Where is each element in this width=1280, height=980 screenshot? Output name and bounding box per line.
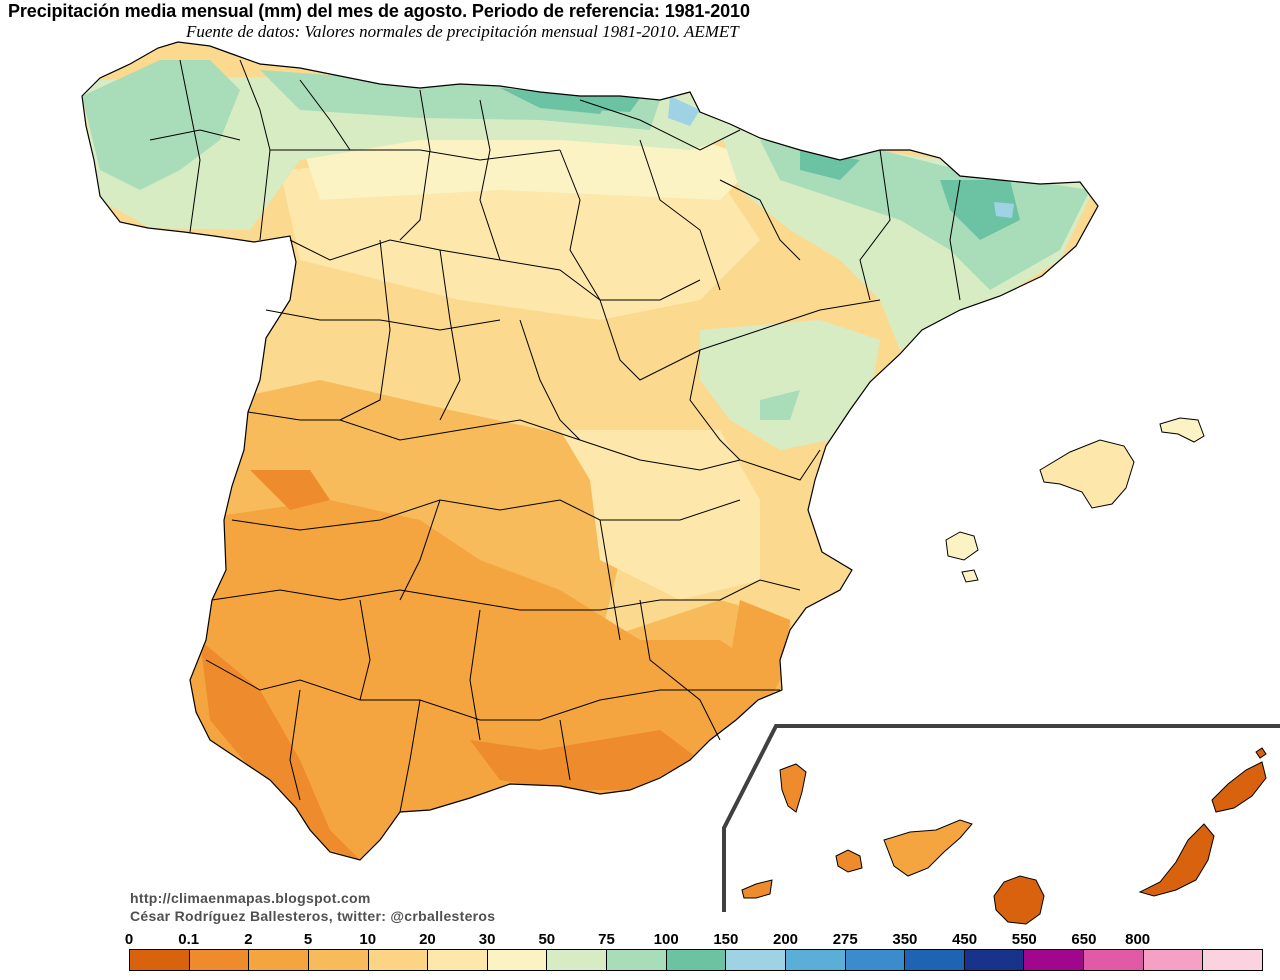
legend-color-bar (129, 949, 1263, 971)
canary-inset-frame (722, 724, 1280, 912)
legend-swatch (249, 950, 309, 970)
legend-swatch (666, 950, 727, 970)
map-title: Precipitación media mensual (mm) del mes… (8, 1, 750, 21)
legend-swatch (964, 950, 1025, 970)
map-subtitle: Fuente de datos: Valores normales de pre… (186, 22, 739, 41)
legend-swatch (607, 950, 667, 970)
legend-swatch (785, 950, 846, 970)
legend-label: 200 (773, 931, 799, 948)
legend-label: 5 (303, 931, 313, 948)
blog-url-credit: http://climaenmapas.blogspot.com (130, 890, 371, 906)
balearic-islands (945, 417, 1205, 583)
legend-swatch (368, 950, 429, 970)
legend-swatch (189, 950, 250, 970)
legend-label: 75 (598, 931, 615, 948)
canary-islands (741, 747, 1267, 925)
legend-swatch (130, 950, 190, 970)
legend-label: 350 (892, 931, 918, 948)
legend-label: 450 (952, 931, 978, 948)
legend-swatch (1203, 950, 1262, 970)
author-credit: César Rodríguez Ballesteros, twitter: @c… (130, 908, 496, 924)
legend-label: 10 (359, 931, 377, 948)
legend-label: 100 (653, 931, 679, 948)
legend-swatch (1024, 950, 1084, 970)
legend-label: 150 (713, 931, 739, 948)
legend-label: 0 (124, 931, 134, 948)
peninsula (81, 41, 1099, 861)
legend-swatch (1143, 950, 1204, 970)
legend-label: 20 (419, 931, 436, 948)
legend-label: 30 (478, 931, 496, 948)
legend-swatch (308, 950, 369, 970)
legend-labels: 0 0.1 2 5 10 20 30 50 75 100 150 200 275 350 450 550 650… (0, 931, 1280, 949)
legend-swatch (726, 950, 786, 970)
legend-label: 650 (1071, 931, 1097, 948)
legend-swatch (845, 950, 906, 970)
legend-label: 275 (832, 931, 858, 948)
legend-swatch (428, 950, 488, 970)
legend-swatch (905, 950, 965, 970)
legend-swatch (547, 950, 607, 970)
legend-swatch (487, 950, 548, 970)
legend-swatch (1084, 950, 1144, 970)
legend-label: 800 (1125, 931, 1151, 948)
legend-label: 550 (1011, 931, 1037, 948)
province-borders (149, 59, 961, 813)
legend-label: 50 (538, 931, 556, 948)
legend-label: 2 (244, 931, 253, 948)
legend-label: 0.1 (178, 931, 200, 948)
